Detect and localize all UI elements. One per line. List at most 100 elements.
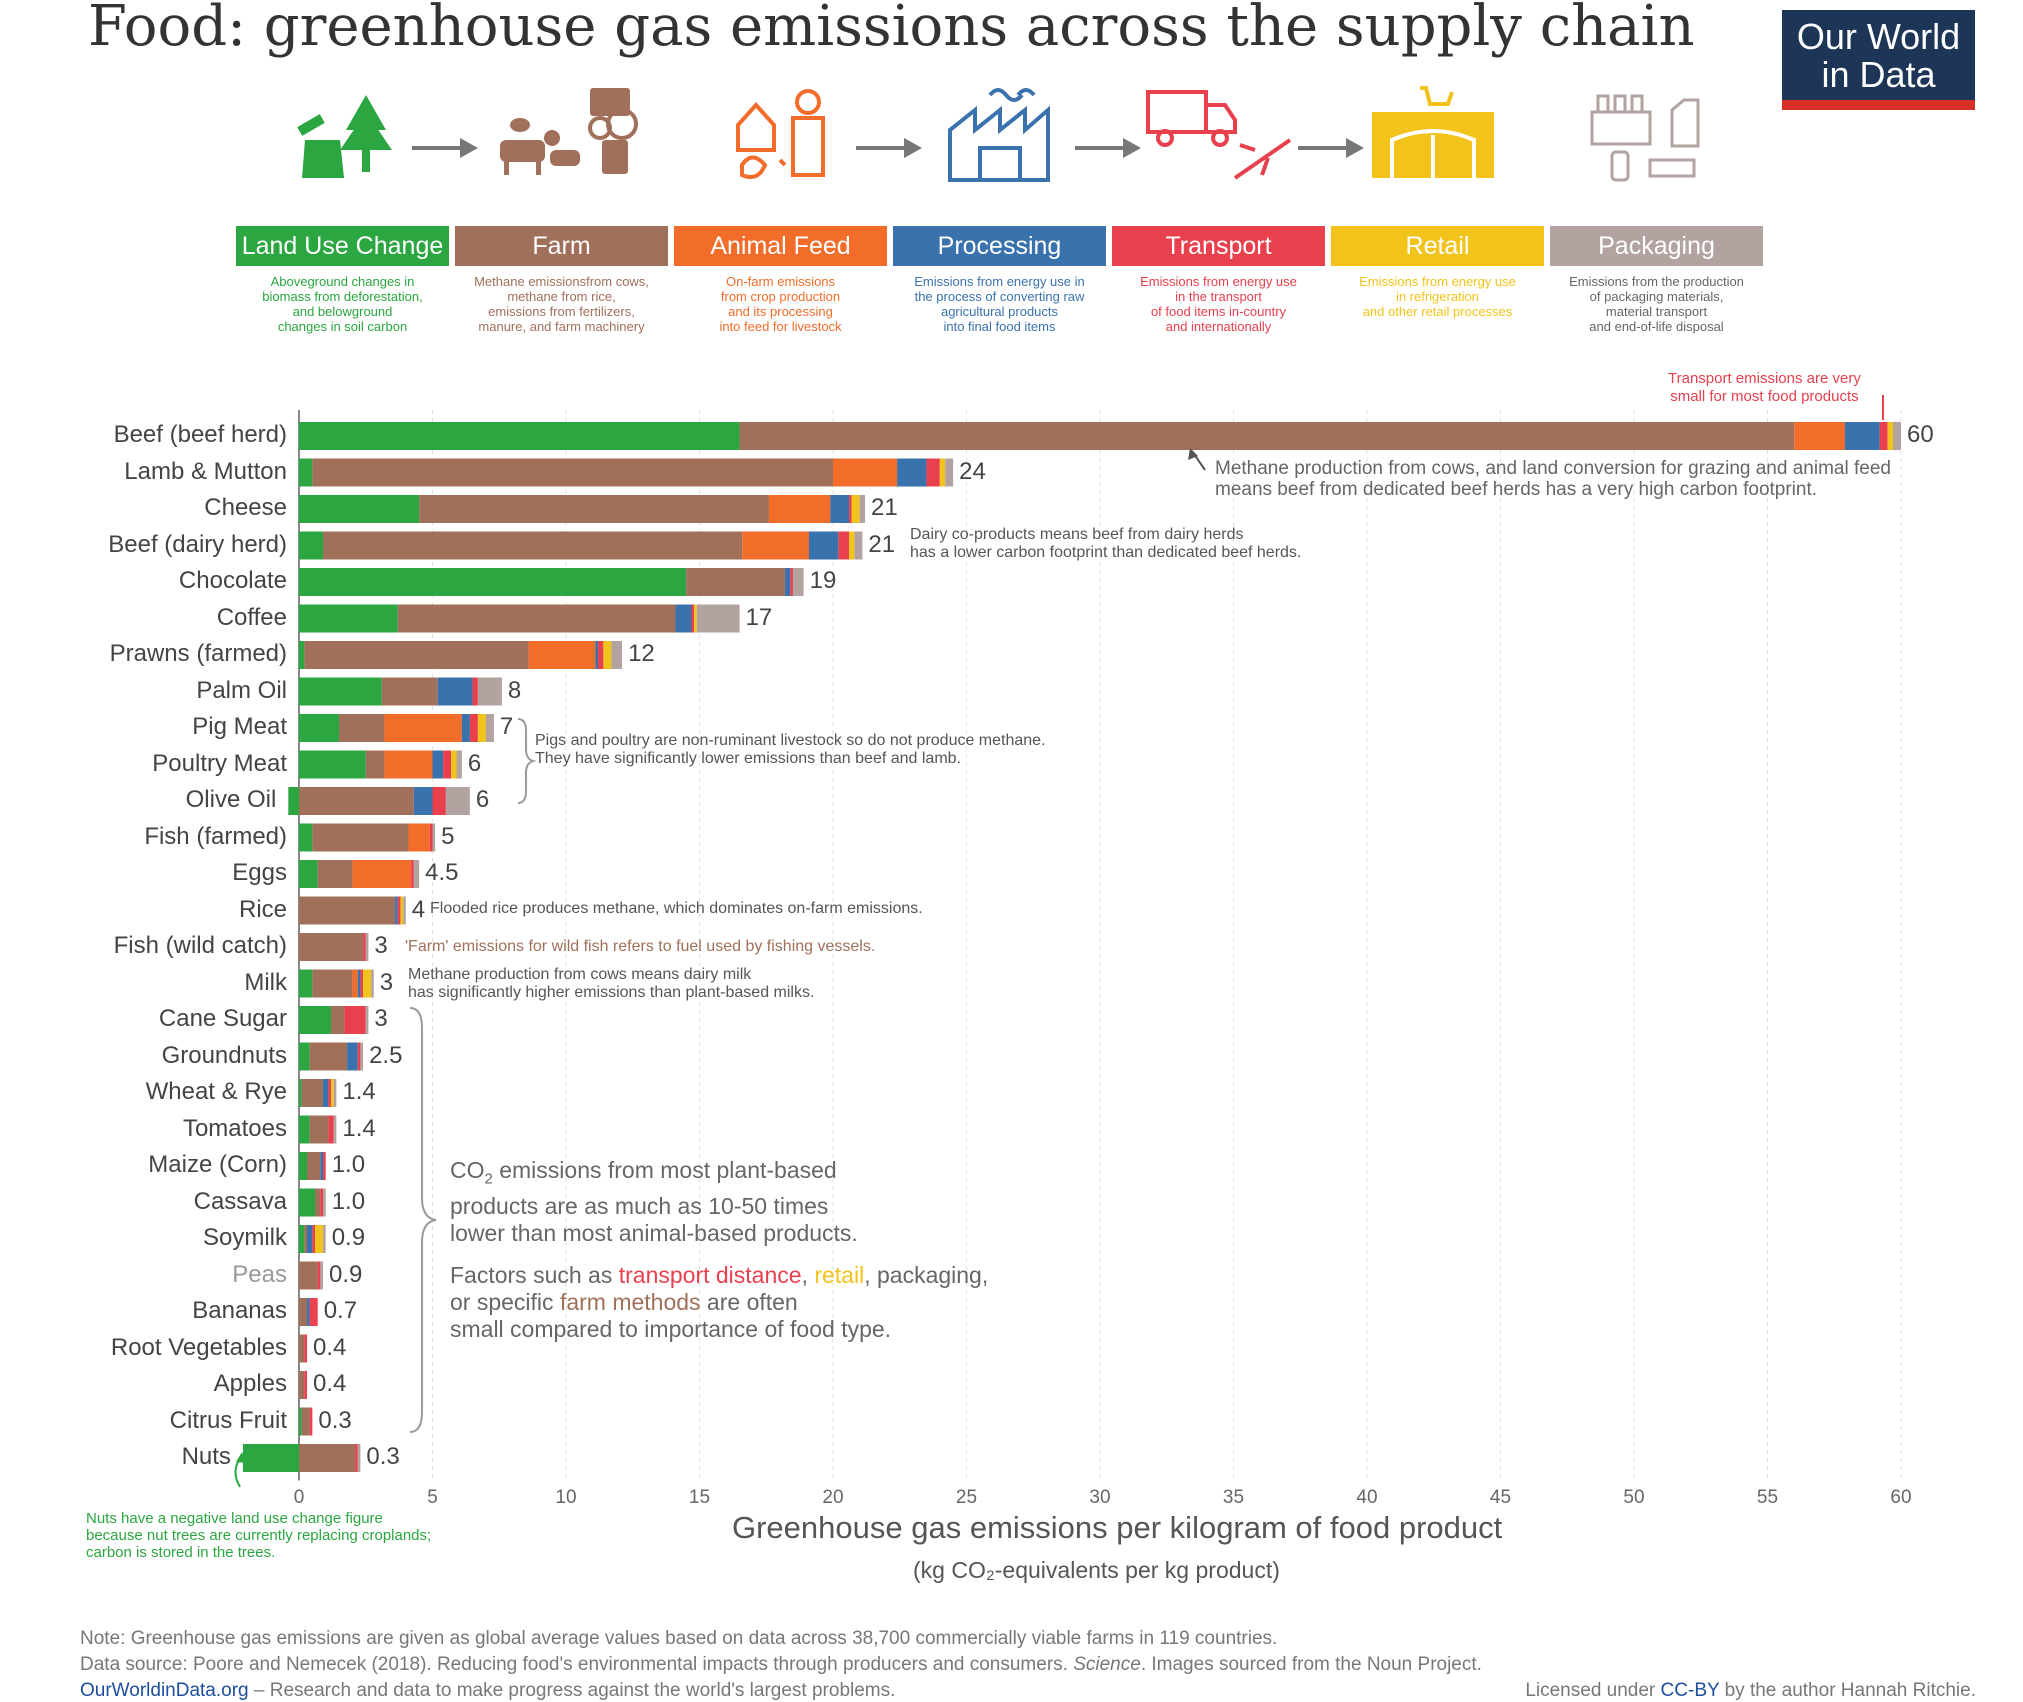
bar-segment-packaging <box>1892 422 1901 450</box>
value-label: 60 <box>1907 421 1934 448</box>
bar-segment-farm <box>299 1444 356 1472</box>
bar-segment-land-use-change <box>299 604 398 633</box>
x-tick-label: 25 <box>955 1486 978 1508</box>
value-label: 0.3 <box>318 1406 352 1434</box>
bar-segment-processing <box>432 750 444 779</box>
bar-segment-processing <box>307 1298 310 1326</box>
value-label: 3 <box>379 968 394 996</box>
footer-note: Note: Greenhouse gas emissions are given… <box>80 1628 1278 1649</box>
bar-segment-farm <box>299 1371 305 1399</box>
value-label: 6 <box>475 786 490 813</box>
stage-description: Emissions from energy use in the transpo… <box>1140 274 1297 334</box>
footer-site: OurWorldinData.org – Research and data t… <box>80 1680 896 1701</box>
bar-segment-packaging <box>792 568 804 596</box>
bar-segment-retail <box>400 896 404 925</box>
bar-segment-transport <box>312 1225 316 1253</box>
bar-segment-land-use-change <box>299 422 740 450</box>
bar-segment-farm <box>304 1225 308 1253</box>
bar-segment-farm <box>739 422 1795 450</box>
bar-segment-land-use-change <box>299 714 340 742</box>
value-label: 1.0 <box>331 1151 366 1178</box>
category-label: Cassava <box>193 1187 287 1215</box>
bar-segment-transport <box>317 1261 321 1290</box>
x-tick-label: 50 <box>1623 1486 1645 1508</box>
bar-segment-retail <box>849 531 855 560</box>
bar-segment-farm <box>304 641 529 669</box>
license-link[interactable]: CC-BY <box>1660 1680 1720 1701</box>
bar-segment-transport <box>849 495 852 523</box>
bar-segment-packaging <box>445 787 470 815</box>
stage-animal-feed: Animal Feed On-farm emissions from crop p… <box>674 226 887 334</box>
bar-segment-transport <box>304 1334 308 1363</box>
bar-segment-processing <box>808 531 839 560</box>
category-label: Soymilk <box>202 1224 287 1251</box>
bar-segment-transport <box>363 933 366 961</box>
stage-description: Aboveground changes in biomass from defo… <box>262 274 423 334</box>
bar-segment-transport <box>1879 422 1888 450</box>
plant-based-note: CO2 emissions from most plant-based prod… <box>450 1157 858 1246</box>
bar-segment-retail <box>939 458 946 487</box>
bar-segment-land-use-change <box>299 1042 310 1071</box>
category-label: Milk <box>244 968 287 996</box>
bar-segment-processing <box>784 568 791 596</box>
bar-segment-transport <box>397 896 401 925</box>
stage-label: Transport <box>1112 226 1325 266</box>
bar-segment-land-use-change <box>242 1444 299 1472</box>
category-label: Citrus Fruit <box>169 1406 287 1434</box>
bar-segment-transport <box>323 1152 326 1180</box>
stage-description: Emissions from the production of packagi… <box>1569 274 1744 334</box>
bar-segment-farm <box>309 1042 348 1071</box>
bar-segment-packaging <box>696 604 740 633</box>
bar-segment-processing <box>347 1042 358 1071</box>
category-label: Bananas <box>192 1297 287 1324</box>
value-label: 21 <box>868 530 896 558</box>
bar-segment-processing <box>320 1152 324 1180</box>
value-label: 0.4 <box>313 1333 347 1361</box>
stage-farm: Farm Methane emissionsfrom cows, methane … <box>455 226 668 334</box>
logo-line-1: Our World <box>1796 16 1961 57</box>
bar-segment-transport <box>328 1115 334 1144</box>
stage-description: Emissions from energy use in refrigerati… <box>1359 274 1516 319</box>
bar-segment-transport <box>472 677 478 706</box>
owid-logo[interactable]: Our World in Data <box>1782 10 1975 110</box>
bar-segment-processing <box>357 969 361 998</box>
stage-label: Land Use Change <box>236 226 449 266</box>
bar-segment-land-use-change <box>299 1006 332 1034</box>
bar-segment-land-use-change <box>299 1079 302 1107</box>
bar-segment-farm <box>301 1079 324 1107</box>
bar-segment-transport <box>357 1042 361 1071</box>
value-label: 1.4 <box>342 1114 376 1142</box>
truck-plane-icon <box>1146 90 1292 180</box>
value-label: 7 <box>499 713 514 740</box>
value-label: 0.3 <box>366 1443 400 1470</box>
bar-segment-land-use-change <box>288 787 299 815</box>
bar-segment-retail <box>331 1079 334 1107</box>
value-label: 3 <box>374 932 388 959</box>
footer-license: Licensed under CC-BY by the author Hanna… <box>1525 1680 1976 1701</box>
value-label: 24 <box>959 457 986 485</box>
stage-description: Methane emissionsfrom cows, methane from… <box>474 274 649 334</box>
category-label: Peas <box>232 1260 287 1288</box>
bar-segment-transport <box>429 823 433 852</box>
factors-note: Factors such as transport distance, reta… <box>450 1262 989 1342</box>
bar-segment-farm <box>307 1152 321 1180</box>
packaging-icon <box>1590 94 1700 182</box>
bar-segment-processing <box>307 1225 313 1253</box>
pigs-poultry-brace <box>517 718 537 804</box>
bar-segment-processing <box>413 787 433 815</box>
value-label: 19 <box>809 567 837 594</box>
x-tick-label: 15 <box>688 1486 711 1508</box>
bar-segment-transport <box>838 531 850 560</box>
bar-segment-land-use-change <box>299 860 318 888</box>
bar-segment-transport <box>328 1079 332 1107</box>
x-axis-title: Greenhouse gas emissions per kilogram of… <box>732 1510 1503 1545</box>
bar-segment-packaging <box>323 1225 326 1253</box>
x-axis-subtitle: (kg CO₂-equivalents per kg product) <box>913 1557 1280 1583</box>
category-label: Nuts <box>181 1443 231 1470</box>
category-label: Cheese <box>204 494 287 521</box>
bar-segment-farm <box>299 933 364 961</box>
site-link[interactable]: OurWorldinData.org <box>80 1680 249 1701</box>
dairy-note: Dairy co-products means beef from dairy … <box>910 526 1302 561</box>
bar-segment-packaging <box>333 1079 337 1107</box>
